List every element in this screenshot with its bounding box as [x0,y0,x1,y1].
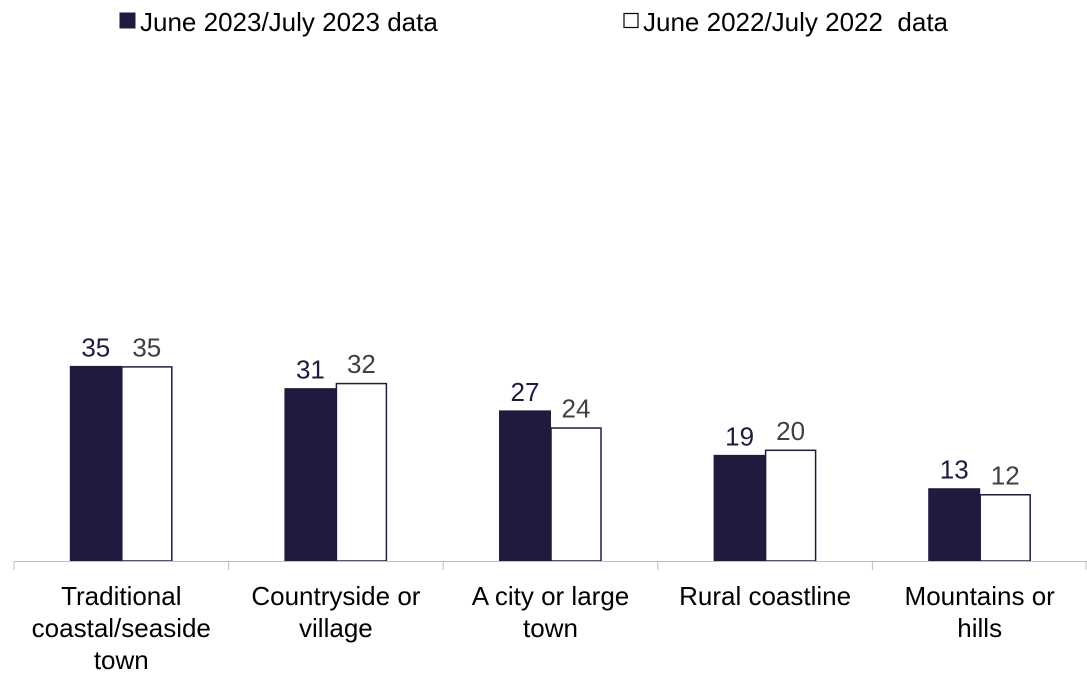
category-label-line: hills [957,613,1002,643]
value-label-2022: 12 [991,460,1020,490]
bar-2022 [764,449,817,562]
bar-2023 [69,365,122,562]
category-label: Countryside or village [251,581,420,643]
value-label-2023: 31 [296,355,325,385]
value-label-2022: 20 [776,416,805,446]
category-label-line: town [523,613,578,643]
bar-2023 [284,388,337,562]
category-label-line: village [299,613,373,643]
legend-swatch-2022 [623,12,639,29]
category-label-line: coastal/seaside [32,613,211,643]
category-label-line: Traditional [61,581,181,611]
category-label-line: Countryside or [251,581,420,611]
x-axis [13,561,1087,570]
bars [69,365,1031,562]
value-label-2022: 35 [132,332,161,362]
category-label: Traditional coastal/seaside town [32,581,211,675]
category-labels: Traditional coastal/seaside townCountrysid… [32,581,1056,675]
bar-2022 [550,427,602,562]
category-label: Rural coastline [679,581,851,611]
value-label-2023: 35 [81,332,110,362]
bar-2023 [713,454,766,562]
category-label-line: town [94,645,149,675]
legend-label-2022: June 2022/July 2022 data [643,7,949,37]
value-label-2022: 24 [562,394,591,424]
value-label-2023: 19 [725,421,754,451]
category-label: Mountains or hills [905,581,1056,643]
category-label-line: Mountains or [905,581,1056,611]
category-label-line: A city or large [472,581,630,611]
bar-2022 [335,382,388,562]
legend-swatch-2023 [119,12,136,29]
value-label-2023: 13 [940,455,969,485]
category-label-line: Rural coastline [679,581,851,611]
category-label: A city or large town [472,581,630,643]
legend: June 2023/July 2023 data June 2022/July 2… [119,7,949,37]
value-label-2023: 27 [511,377,540,407]
bar-2022 [979,494,1031,562]
value-labels: 35 35 31 32 27 24 19 20 13 12 [81,332,1019,490]
legend-label-2023: June 2023/July 2023 data [140,7,438,37]
bar-2023 [928,488,981,562]
bar-2022 [121,366,173,562]
bar-2023 [499,410,551,562]
value-label-2022: 32 [347,349,376,379]
